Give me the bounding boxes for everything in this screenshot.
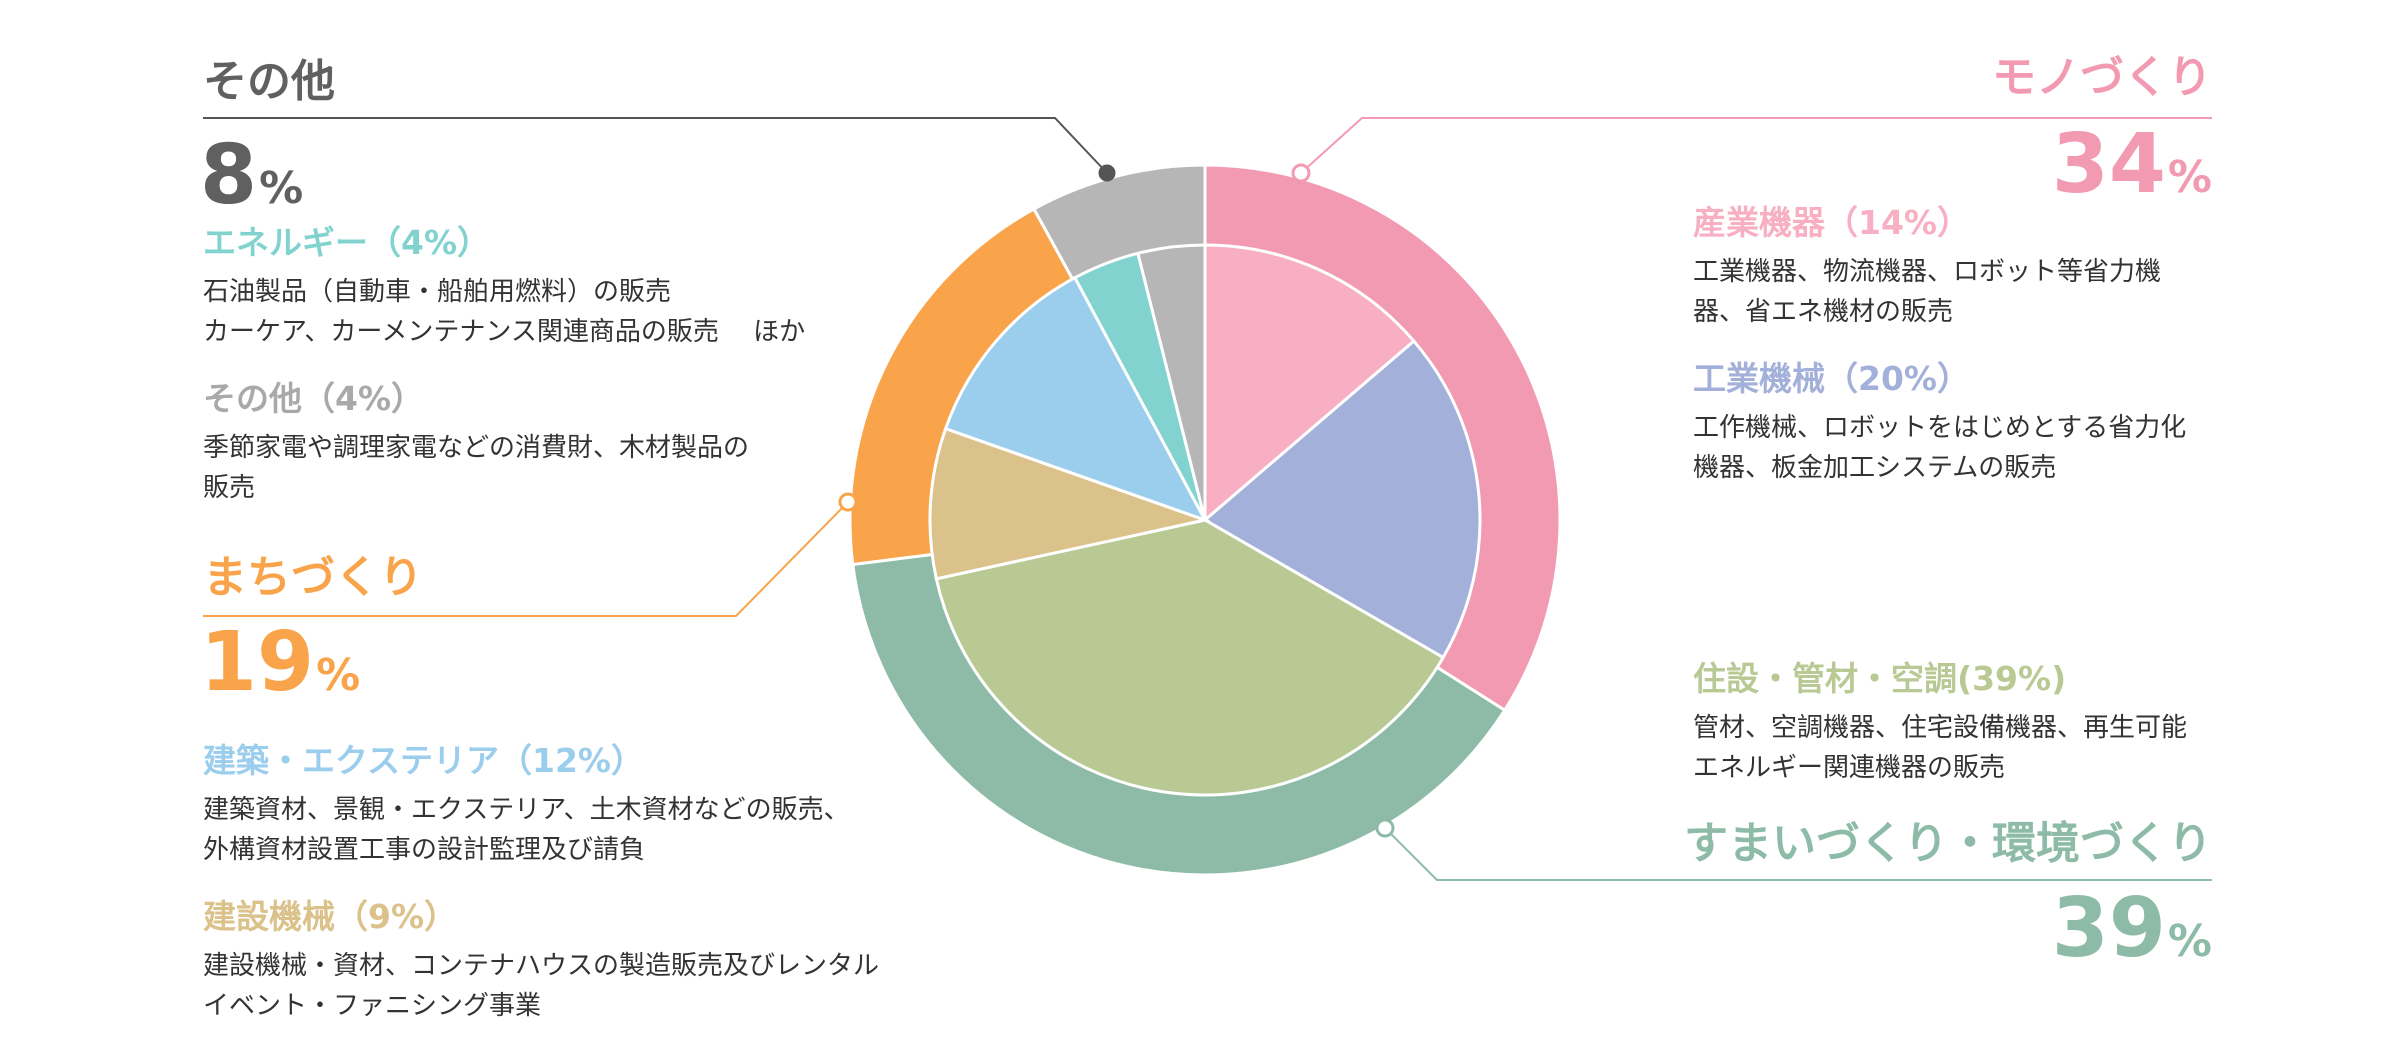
sub-title-sangyo: 産業機器（14%）	[1693, 203, 1970, 242]
leader-lines	[203, 117, 2212, 881]
sub-title-jusetsu: 住設・管材・空調(39%)	[1693, 659, 2067, 698]
inner-slice-jusetsu	[934, 518, 1446, 797]
group-pct-mono: 34%	[2052, 124, 2212, 206]
group-title-sumai: すまいづくり・環境づくり	[1684, 818, 2212, 869]
leader-other-dot	[1098, 164, 1116, 182]
group-pct-sumai-value: 39	[2051, 881, 2166, 976]
inner-slice-sonota	[1136, 243, 1207, 521]
group-pct-other-unit: %	[259, 163, 304, 214]
inner-slice-sangyo	[1203, 243, 1416, 524]
inner-pie	[928, 243, 1482, 797]
group-pct-other: 8%	[200, 135, 303, 217]
group-title-other: その他	[203, 56, 335, 107]
group-pct-mono-value: 34	[2051, 117, 2166, 212]
group-pct-machi-unit: %	[316, 650, 361, 701]
leader-other-line	[203, 117, 1108, 174]
sub-title-energy: エネルギー（4%）	[203, 223, 491, 262]
leader-other	[203, 117, 1116, 182]
leader-sumai-line	[1384, 827, 2212, 881]
leader-machi-dot	[838, 492, 858, 512]
leader-machi-line	[203, 501, 849, 617]
sub-desc-jusetsu: 管材、空調機器、住宅設備機器、再生可能 エネルギー関連機器の販売	[1693, 713, 2188, 783]
leader-mono-line	[1300, 117, 2212, 174]
group-pct-machi: 19%	[200, 622, 360, 704]
sub-title-kogyo: 工業機械（20%）	[1693, 359, 1970, 398]
leader-sumai-dot	[1375, 818, 1395, 838]
sub-desc-sonota: 季節家電や調理家電などの消費財、木材製品の 販売	[203, 433, 750, 503]
leader-mono	[1291, 117, 2212, 183]
leader-mono-dot	[1291, 163, 1311, 183]
group-title-machi: まちづくり	[203, 552, 423, 603]
sub-title-kenchiku: 建築・エクステリア（12%）	[203, 741, 644, 780]
leader-machi	[203, 492, 858, 617]
group-pct-sumai: 39%	[2052, 888, 2212, 970]
inner-slice-kogyo	[1202, 338, 1482, 660]
sub-desc-kogyo: 工作機械、ロボットをはじめとする省力化 機器、板金加工システムの販売	[1693, 413, 2187, 483]
sub-title-kensetsu: 建設機械（9%）	[203, 897, 458, 936]
group-pct-sumai-unit: %	[2167, 916, 2212, 967]
group-pct-machi-value: 19	[200, 615, 315, 710]
sub-desc-kensetsu: 建設機械・資材、コンテナハウスの製造販売及びレンタル イベント・ファニシング事業	[203, 951, 880, 1021]
sub-desc-energy: 石油製品（自動車・船舶用燃料）の販売 カーケア、カーメンテナンス関連商品の販売 …	[203, 277, 806, 347]
group-pct-mono-unit: %	[2167, 152, 2212, 203]
group-title-mono: モノづくり	[1992, 52, 2212, 103]
sub-title-sonota: その他（4%）	[203, 379, 425, 418]
group-pct-other-value: 8	[200, 128, 258, 223]
sub-desc-kenchiku: 建築資材、景観・エクステリア、土木資材などの販売、 外構資材設置工事の設計監理及…	[203, 795, 850, 865]
leader-sumai	[1375, 818, 2212, 881]
inner-slice-kenchiku	[943, 275, 1209, 523]
inner-slice-kensetsu	[928, 426, 1211, 581]
sub-desc-sangyo: 工業機器、物流機器、ロボット等省力機 器、省エネ機材の販売	[1693, 257, 2162, 327]
